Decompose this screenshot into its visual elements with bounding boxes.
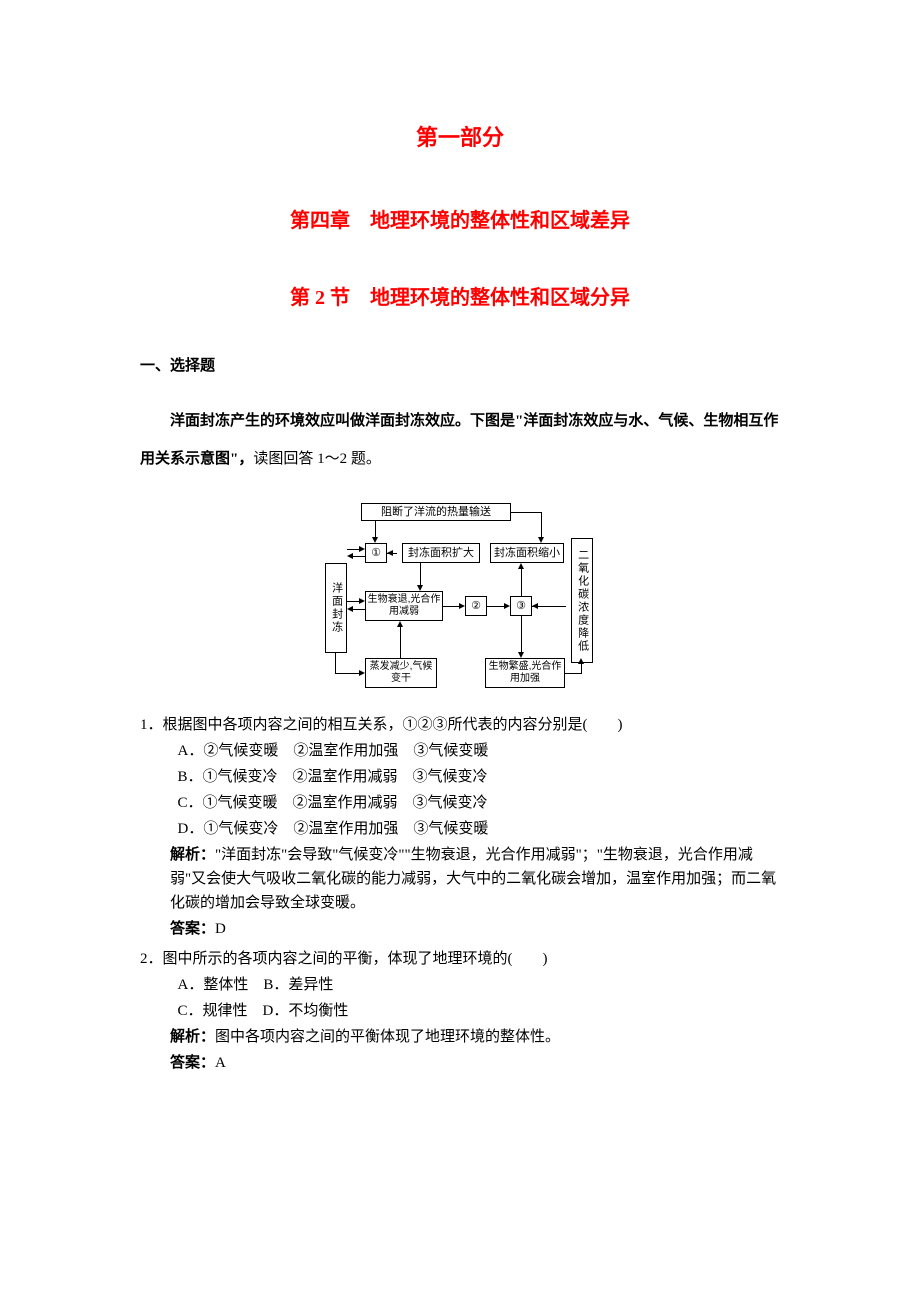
arrow [352,556,365,557]
intro-normal: 读图回答 1～2 题。 [253,451,381,467]
q1-option-c: C．①气候变暖 ②温室作用减弱 ③气候变冷 [140,791,780,815]
arrow [565,673,582,674]
box-bio-flourish: 生物繁盛,光合作用加强 [485,658,565,688]
arrow-head-icon [359,598,365,604]
arrow-head-icon [397,621,403,627]
arrow-head-icon [359,670,365,676]
box-top: 阻断了洋流的热量输送 [361,503,511,521]
q2-options-cd: C．规律性 D．不均衡性 [140,999,780,1023]
answer-label: 答案： [170,1055,215,1071]
q1-answer: 答案：D [140,917,780,941]
arrow [541,512,542,538]
q1-answer-text: D [215,921,226,937]
intro-bold: 洋面封冻产生的环境效应叫做洋面封冻效应。下图是"洋面封冻效应与水、气候、生物相互… [140,413,778,467]
q2-answer-text: A [215,1055,226,1071]
section-header: 一、选择题 [140,354,780,378]
q1-analysis-text: "洋面封冻"会导致"气候变冷""生物衰退，光合作用减弱"；"生物衰退，光合作用减… [170,847,776,911]
arrow-head-icon [538,537,544,543]
arrow [335,653,336,673]
arrow [581,663,582,673]
arrow [511,512,541,513]
right-vertical-text: 二氧化碳浓度降低 [575,549,588,653]
arrow-head-icon [347,606,353,612]
arrow-head-icon [518,652,524,658]
analysis-label: 解析： [170,1029,215,1045]
arrow-head-icon [532,603,538,609]
q2-analysis: 解析：图中各项内容之间的平衡体现了地理环境的整体性。 [140,1025,780,1049]
diagram-container: 阻断了洋流的热量输送 洋面封冻 二氧化碳浓度降低 ① 封冻面积扩大 封冻面积缩小… [140,503,780,698]
arrow [443,606,460,607]
box-node2: ② [465,596,487,616]
q1-analysis: 解析："洋面封冻"会导致"气候变冷""生物衰退，光合作用减弱"；"生物衰退，光合… [140,843,780,915]
box-evap: 蒸发减少,气候变干 [365,658,437,688]
question-1: 1．根据图中各项内容之间的相互关系，①②③所代表的内容分别是( ) A．②气候变… [140,713,780,941]
box-expand: 封冻面积扩大 [402,543,480,563]
box-node3: ③ [510,596,532,616]
arrow-head-icon [387,550,393,556]
arrow [352,609,365,610]
left-vertical-text: 洋面封冻 [329,582,342,634]
q2-options-ab: A．整体性 B．差异性 [140,973,780,997]
box-right-vertical: 二氧化碳浓度降低 [571,538,593,663]
arrow [487,606,505,607]
box-bio-decline: 生物衰退,光合作用减弱 [365,591,443,621]
answer-label: 答案： [170,921,215,937]
intro-text: 洋面封冻产生的环境效应叫做洋面封冻效应。下图是"洋面封冻效应与水、气候、生物相互… [140,403,780,478]
arrow-head-icon [504,603,510,609]
q1-option-d: D．①气候变冷 ②温室作用加强 ③气候变暖 [140,817,780,841]
arrow [335,673,360,674]
q2-stem: 2．图中所示的各项内容之间的平衡，体现了地理环境的( ) [140,947,780,971]
arrow [375,521,376,538]
arrow [521,616,522,653]
arrow-head-icon [518,563,524,569]
analysis-label: 解析： [170,847,215,863]
arrow [420,563,421,586]
box-left-vertical: 洋面封冻 [325,563,347,653]
question-2: 2．图中所示的各项内容之间的平衡，体现了地理环境的( ) A．整体性 B．差异性… [140,947,780,1075]
arrow [521,568,522,596]
arrow [400,626,401,658]
arrow-head-icon [417,585,423,591]
flowchart-diagram: 阻断了洋流的热量输送 洋面封冻 二氧化碳浓度降低 ① 封冻面积扩大 封冻面积缩小… [325,503,595,698]
q1-stem: 1．根据图中各项内容之间的相互关系，①②③所代表的内容分别是( ) [140,713,780,737]
q1-option-a: A．②气候变暖 ②温室作用加强 ③气候变暖 [140,739,780,763]
arrow-head-icon [578,658,584,664]
arrow-head-icon [347,553,353,559]
title-chapter: 第四章 地理环境的整体性和区域差异 [140,205,780,237]
arrow-head-icon [359,546,365,552]
q2-analysis-text: 图中各项内容之间的平衡体现了地理环境的整体性。 [215,1029,560,1045]
title-section: 第 2 节 地理环境的整体性和区域分异 [140,282,780,314]
box-node1: ① [365,543,387,563]
q2-answer: 答案：A [140,1051,780,1075]
title-part: 第一部分 [140,120,780,155]
q1-option-b: B．①气候变冷 ②温室作用减弱 ③气候变冷 [140,765,780,789]
arrow-head-icon [459,603,465,609]
arrow-head-icon [372,537,378,543]
box-shrink: 封冻面积缩小 [490,543,564,563]
